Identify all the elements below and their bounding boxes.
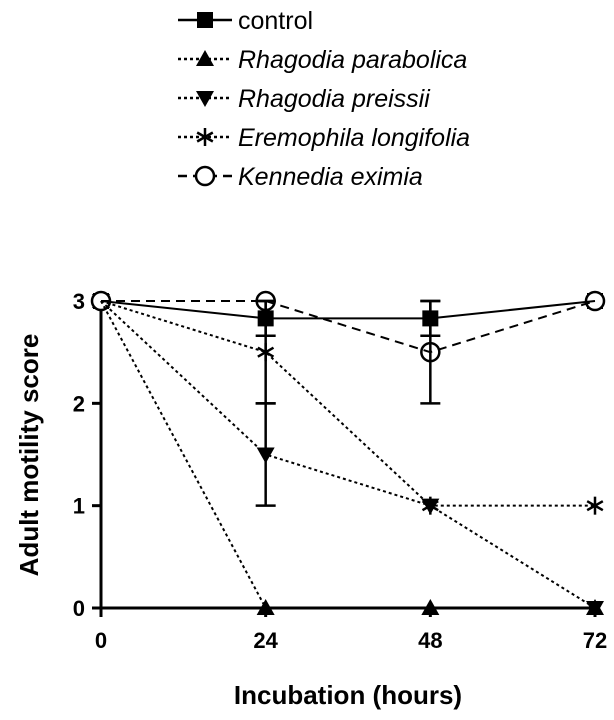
- x-tick-label: 24: [253, 628, 278, 653]
- legend-marker-3: [196, 128, 214, 146]
- y-tick-label: 0: [73, 596, 85, 621]
- series-line-1: [100, 300, 595, 609]
- legend-label-4: Kennedia eximia: [238, 163, 423, 191]
- legend-marker-1: [196, 50, 214, 66]
- legend-label-2: Rhagodia preissii: [238, 85, 431, 113]
- x-axis-title: Incubation (hours): [234, 680, 462, 710]
- series-line-3: [100, 300, 595, 507]
- markers-layer: [90, 290, 606, 617]
- x-tick-label: 72: [583, 628, 607, 653]
- y-axis-title: Adult motility score: [14, 334, 44, 577]
- legend-marker-3-stroke: [196, 131, 214, 143]
- legend-marker-0: [197, 12, 213, 28]
- legend-label-0: control: [238, 7, 313, 35]
- x-tick-label: 0: [95, 628, 107, 653]
- data-point-3-stroke: [586, 500, 604, 512]
- legend-marker-4: [194, 165, 216, 187]
- data-point-3: [586, 496, 604, 515]
- x-tick-label: 48: [418, 628, 442, 653]
- series-line-0: [100, 300, 596, 320]
- y-tick-label: 1: [73, 494, 85, 519]
- y-tick-label: 3: [73, 289, 85, 314]
- data-point-1: [421, 599, 440, 615]
- legend-marker-2: [196, 91, 214, 107]
- legend: control Rhagodia parabolica Rhagodia preis…: [178, 7, 470, 191]
- legend-label-3: Eremophila longifolia: [238, 124, 470, 152]
- series-line-4: [101, 300, 596, 354]
- series-line-2: [100, 300, 596, 609]
- plot-area: 0 1 2 3 0 24 48 72: [73, 289, 607, 653]
- legend-label-1: Rhagodia parabolica: [238, 46, 467, 74]
- y-tick-label: 2: [73, 391, 85, 416]
- data-point-2: [586, 601, 604, 617]
